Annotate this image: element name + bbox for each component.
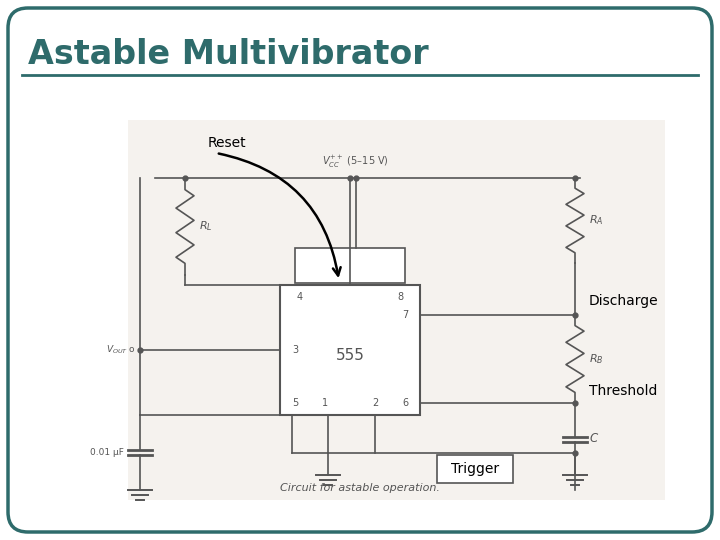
Bar bbox=[128, 120, 665, 500]
FancyArrowPatch shape bbox=[219, 153, 341, 275]
Text: C: C bbox=[589, 433, 598, 446]
Text: 7: 7 bbox=[402, 310, 408, 320]
Text: Circuit for astable operation.: Circuit for astable operation. bbox=[280, 483, 440, 493]
Text: 2: 2 bbox=[372, 398, 378, 408]
Text: Reset: Reset bbox=[208, 136, 247, 150]
Bar bbox=[295, 248, 405, 283]
Text: 5: 5 bbox=[292, 398, 298, 408]
FancyBboxPatch shape bbox=[437, 455, 513, 483]
Text: 555: 555 bbox=[336, 348, 364, 362]
Text: $V_{OUT}$ o: $V_{OUT}$ o bbox=[107, 344, 136, 356]
Text: 3: 3 bbox=[292, 345, 298, 355]
Text: 6: 6 bbox=[402, 398, 408, 408]
Text: 0.01 μF: 0.01 μF bbox=[90, 448, 124, 457]
Text: $R_L$: $R_L$ bbox=[199, 220, 212, 233]
Text: 4: 4 bbox=[297, 292, 303, 302]
Text: $V^{++}_{CC}$ (5–15 V): $V^{++}_{CC}$ (5–15 V) bbox=[322, 154, 389, 170]
Text: $R_A$: $R_A$ bbox=[589, 214, 603, 227]
Text: 1: 1 bbox=[322, 398, 328, 408]
FancyBboxPatch shape bbox=[8, 8, 712, 532]
Bar bbox=[280, 285, 420, 415]
Text: Threshold: Threshold bbox=[589, 384, 657, 398]
Text: Astable Multivibrator: Astable Multivibrator bbox=[28, 38, 428, 71]
Text: $R_B$: $R_B$ bbox=[589, 352, 603, 366]
Text: Trigger: Trigger bbox=[451, 462, 499, 476]
Text: Discharge: Discharge bbox=[589, 294, 659, 308]
Text: 8: 8 bbox=[397, 292, 403, 302]
